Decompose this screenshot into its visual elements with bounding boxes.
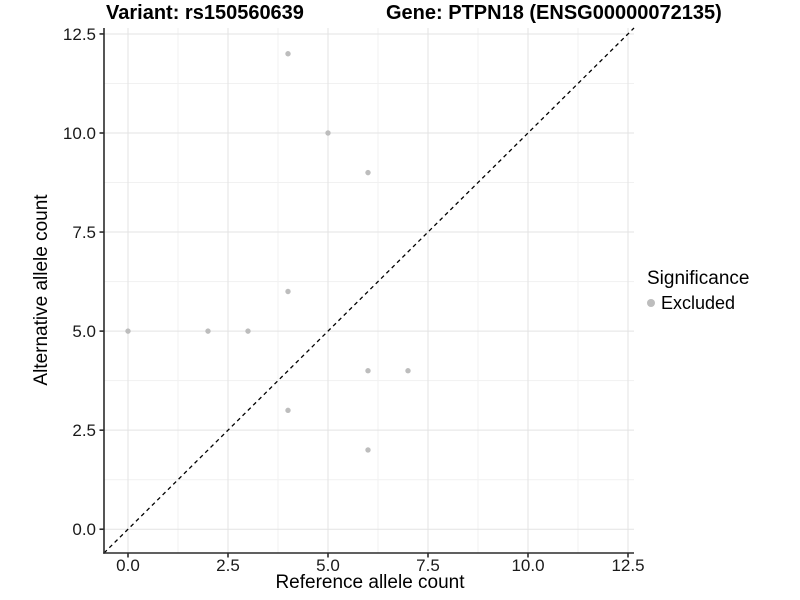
data-point [365,447,371,453]
legend-point-icon [647,299,655,307]
data-point [365,169,371,176]
data-point [285,407,291,414]
y-axis-title: Alternative allele count [31,194,52,386]
legend-title: Significance [647,268,750,289]
y-tick-label: 0.0 [72,520,96,539]
data-point [285,51,291,57]
data-point [285,288,291,295]
data-point [405,368,411,374]
legend-entry-excluded: Excluded [647,293,749,313]
x-tick-label: 0.0 [116,556,140,575]
x-tick-label: 5.0 [316,556,340,575]
data-point [325,130,331,136]
data-point [365,368,371,374]
legend-entry-label: Excluded [661,293,736,313]
y-tick-label: 2.5 [72,421,96,440]
plot-title-gene: Gene: PTPN18 (ENSG00000072135) [386,2,722,24]
legend: Significance Excluded [647,267,749,313]
identity-line [103,27,635,554]
y-tick-label: 10.0 [63,124,96,143]
x-tick-label: 2.5 [216,556,240,575]
data-point [205,328,211,334]
x-tick-label: 7.5 [416,556,440,575]
y-tick-label: 7.5 [72,223,96,242]
data-point [125,328,131,334]
x-tick-label: 10.0 [511,556,544,575]
plot-title-variant: Variant: rs150560639 [106,2,304,24]
y-tick-label: 5.0 [72,322,96,341]
data-point [245,328,251,334]
x-tick-label: 12.5 [611,556,644,575]
x-axis-title: Reference allele count [275,572,465,593]
y-tick-label: 12.5 [63,25,96,44]
